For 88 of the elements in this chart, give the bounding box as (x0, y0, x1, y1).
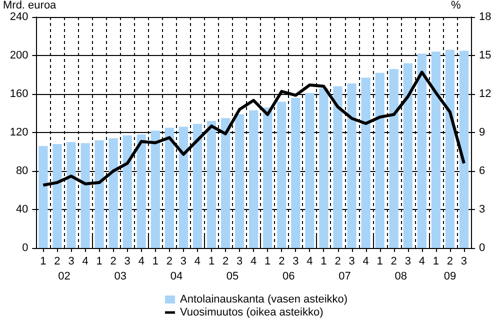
x-tick-label: 1 (376, 256, 383, 268)
bar (291, 98, 300, 248)
bar (431, 52, 440, 248)
y-tick-label: 40 (16, 204, 28, 216)
x-tick-label: 4 (194, 256, 201, 268)
x-tick-label: 2 (390, 256, 397, 268)
y2-tick-label: 15 (479, 50, 492, 62)
bar (150, 130, 160, 248)
y2-tick-label: 9 (479, 126, 486, 138)
text: 03 (114, 270, 126, 282)
text: 02 (58, 270, 70, 282)
x-tick-label: 2 (166, 256, 172, 268)
text: 09 (444, 270, 456, 282)
x-tick-label: 3 (292, 256, 299, 268)
y-tick-label: 240 (10, 11, 28, 23)
bar (136, 134, 146, 248)
x-tick-label: 3 (180, 256, 187, 268)
bar (192, 124, 202, 248)
bar (445, 50, 455, 248)
x-tick-label: 2 (446, 256, 454, 268)
bar (375, 72, 384, 248)
bar (333, 86, 342, 248)
y2-tick-label: 12 (479, 88, 492, 100)
bar (403, 63, 412, 248)
bar (277, 102, 286, 248)
bar (263, 107, 272, 248)
y-tick-label: 160 (10, 88, 28, 100)
y-tick-label: 200 (10, 50, 28, 62)
bar (94, 140, 104, 248)
bar (347, 83, 356, 248)
x-tick-label: 3 (460, 256, 468, 268)
y-tick-label: 120 (10, 126, 28, 138)
x-tick-label: 3 (348, 256, 355, 268)
bar (389, 68, 398, 248)
y2-tick-label: 6 (479, 165, 486, 177)
x-tick-label: 4 (306, 256, 313, 268)
text: 04 (170, 270, 183, 282)
x-tick-label: 4 (82, 256, 88, 268)
bar (417, 54, 426, 248)
x-tick-label: 2 (54, 256, 60, 268)
x-tick-label: 2 (278, 256, 285, 268)
x-tick-label: 2 (110, 256, 116, 268)
legend-label: Antolainauskanta (vasen asteikko) (180, 294, 348, 306)
y2-tick-label: 18 (479, 11, 492, 23)
x-tick-label: 1 (432, 256, 439, 268)
y-axis-title: Mrd. euroa (2, 0, 58, 12)
bar (249, 110, 258, 248)
bar (164, 128, 174, 248)
x-tick-label: 2 (222, 256, 229, 268)
x-tick-label: 3 (124, 256, 130, 268)
y2-tick-label: 0 (479, 242, 486, 254)
x-tick-label: 4 (138, 256, 144, 268)
x-tick-label: 4 (250, 256, 257, 268)
x-tick-label: 4 (362, 256, 369, 268)
x-tick-label: 3 (404, 256, 411, 268)
bar (220, 118, 230, 248)
y-tick-label: 0 (22, 242, 28, 254)
x-tick-label: 1 (320, 256, 327, 268)
bar (178, 126, 188, 248)
bar (206, 120, 216, 248)
y2-axis-title: % (451, 0, 461, 12)
x-tick-label: 1 (96, 256, 102, 268)
bar (319, 88, 328, 248)
text: 07 (338, 270, 351, 282)
bar (361, 78, 370, 248)
x-tick-label: 3 (236, 256, 243, 268)
text: 06 (282, 270, 295, 282)
bar (305, 93, 314, 248)
x-tick-label: 1 (264, 256, 271, 268)
y-tick-label: 80 (16, 165, 28, 177)
bar (66, 142, 76, 248)
bar (52, 144, 62, 248)
bar (38, 146, 48, 248)
x-tick-label: 3 (68, 256, 74, 268)
text: 08 (394, 270, 407, 282)
x-tick-label: 4 (418, 256, 425, 268)
x-tick-label: 1 (40, 256, 46, 268)
bar (235, 114, 244, 248)
x-tick-label: 2 (334, 256, 341, 268)
bar (459, 50, 469, 248)
x-tick-label: 1 (208, 256, 215, 268)
y2-tick-label: 3 (479, 204, 486, 216)
legend-label: Vuosimuutos (oikea asteikko) (180, 306, 324, 318)
x-tick-label: 1 (152, 256, 158, 268)
bar (80, 143, 90, 248)
bar (122, 135, 132, 248)
bar (108, 138, 118, 248)
text: 05 (226, 270, 239, 282)
